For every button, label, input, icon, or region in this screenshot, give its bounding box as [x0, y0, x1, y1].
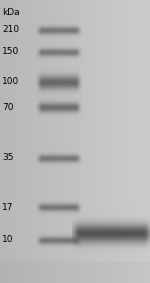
Text: 10: 10	[2, 235, 14, 245]
Text: 35: 35	[2, 153, 14, 162]
Text: 70: 70	[2, 102, 14, 112]
Text: kDa: kDa	[2, 8, 20, 17]
Text: 210: 210	[2, 25, 19, 35]
Text: 17: 17	[2, 203, 14, 211]
Text: 150: 150	[2, 48, 19, 57]
Text: 100: 100	[2, 78, 19, 87]
